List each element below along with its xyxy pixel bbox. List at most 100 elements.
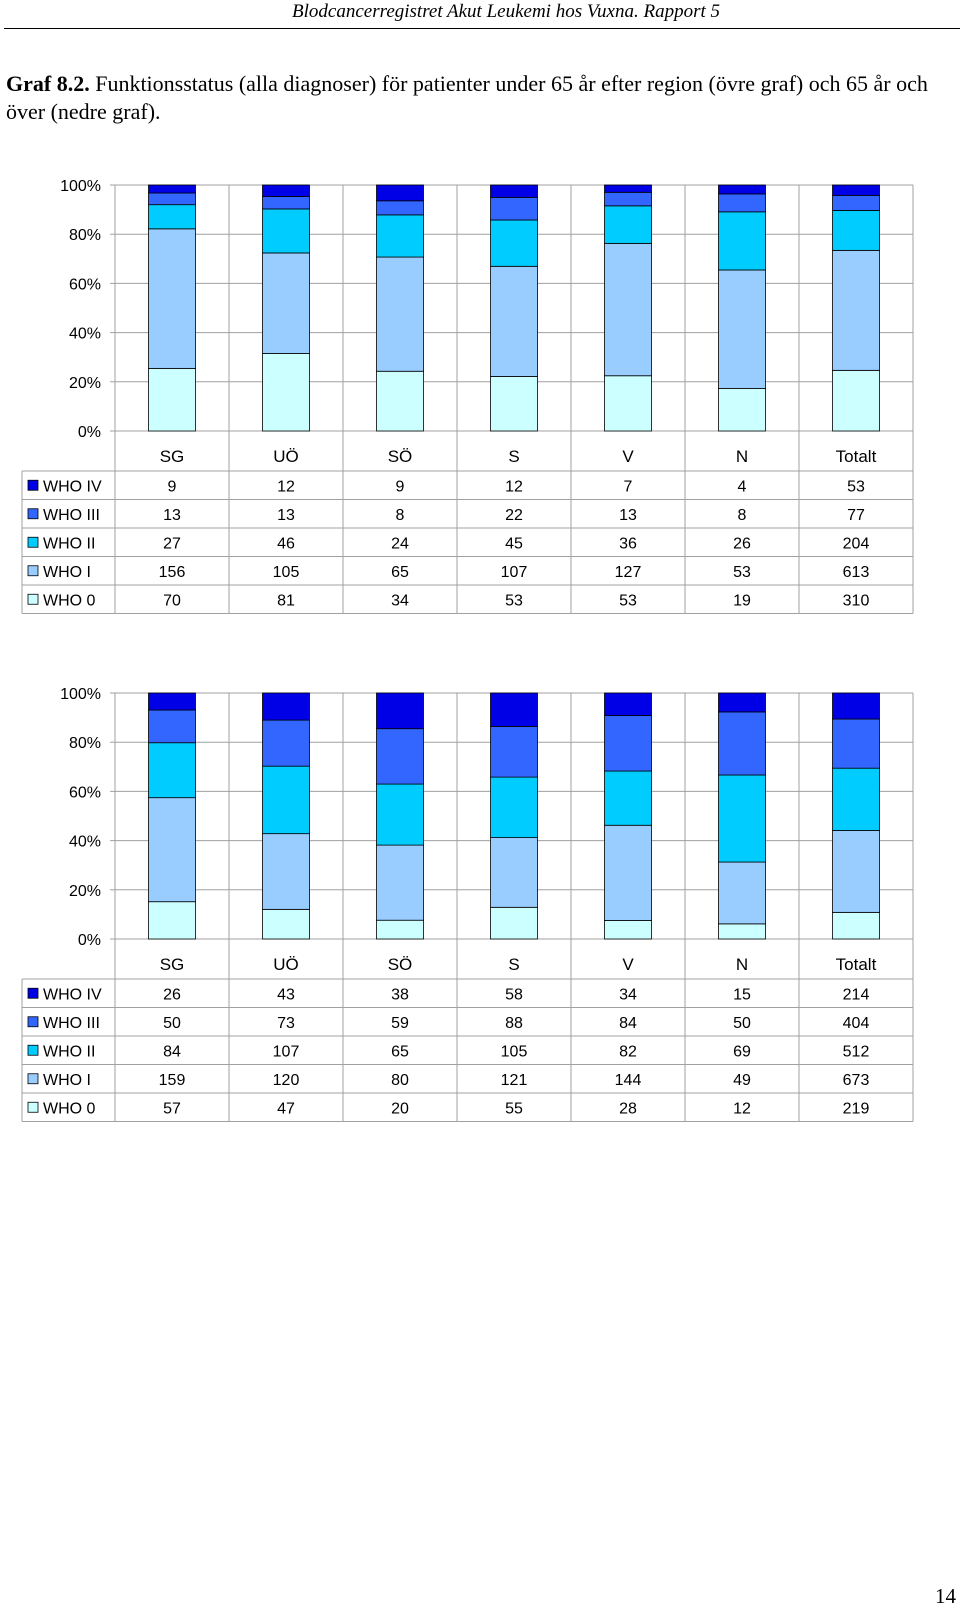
bar-segment [376, 184, 424, 202]
table-cell-value: 19 [733, 592, 751, 609]
legend-swatch [27, 1073, 39, 1085]
table-cell-value: 512 [843, 1043, 870, 1060]
bar-segment [148, 692, 196, 711]
category-label: N [736, 955, 748, 974]
category-label: SÖ [388, 955, 413, 974]
y-tick-label: 0% [78, 424, 101, 441]
legend-label: WHO I [43, 564, 91, 581]
table-cell-value: 204 [843, 535, 870, 552]
bar-segment [604, 770, 652, 826]
table-cell-value: 673 [843, 1072, 870, 1089]
bar-segment [376, 783, 424, 846]
legend-label: WHO IV [43, 478, 102, 495]
bar-segment [832, 911, 880, 940]
table-cell-value: 13 [277, 507, 295, 524]
table-cell-value: 55 [505, 1100, 523, 1117]
table-cell-value: 310 [843, 592, 870, 609]
bar-segment [490, 184, 538, 198]
bar-segment [832, 830, 880, 913]
table-cell-value: 81 [277, 592, 295, 609]
table-cell-value: 47 [277, 1100, 295, 1117]
legend-swatch [27, 479, 39, 491]
table-cell-value: 58 [505, 986, 523, 1003]
table-cell-value: 84 [163, 1043, 181, 1060]
category-label: Totalt [836, 447, 877, 466]
table-cell-value: 13 [619, 507, 637, 524]
table-cell-value: 107 [501, 564, 528, 581]
bar-segment [490, 219, 538, 267]
category-label: UÖ [273, 955, 299, 974]
bar-segment [718, 184, 766, 195]
y-tick-label: 80% [69, 227, 101, 244]
bar-segment [490, 906, 538, 940]
table-cell-value: 9 [168, 478, 177, 495]
bar-segment [376, 214, 424, 258]
bar-segment [490, 692, 538, 727]
category-label: N [736, 447, 748, 466]
bar-segment [832, 210, 880, 251]
bar-segment [832, 249, 880, 371]
bar-segment [148, 184, 196, 194]
bar-segment [718, 923, 766, 940]
table-cell-value: 120 [273, 1072, 300, 1089]
table-cell-value: 34 [619, 986, 637, 1003]
table-cell-value: 8 [396, 507, 405, 524]
table-cell-value: 26 [733, 535, 751, 552]
table-cell-value: 53 [619, 592, 637, 609]
table-cell-value: 45 [505, 535, 523, 552]
legend-swatch [27, 1101, 39, 1113]
table-cell-value: 20 [391, 1100, 409, 1117]
table-cell-value: 12 [277, 478, 295, 495]
bar-segment [604, 824, 652, 921]
bar-segment [490, 837, 538, 908]
table-cell-value: 13 [163, 507, 181, 524]
table-cell-value: 9 [396, 478, 405, 495]
table-cell-value: 84 [619, 1015, 637, 1032]
y-tick-label: 60% [69, 276, 101, 293]
bar-segment [718, 861, 766, 925]
table-cell-value: 34 [391, 592, 409, 609]
table-cell-value: 88 [505, 1015, 523, 1032]
bar-segment [832, 692, 880, 720]
bar-segment [376, 692, 424, 730]
table-cell-value: 404 [843, 1015, 870, 1032]
bar-segment [262, 833, 310, 910]
bar-segment [604, 692, 652, 716]
table-cell-value: 69 [733, 1043, 751, 1060]
table-cell-value: 65 [391, 564, 409, 581]
table-cell-value: 107 [273, 1043, 300, 1060]
header-rule [4, 28, 960, 29]
table-cell-value: 121 [501, 1072, 528, 1089]
bar-segment [718, 269, 766, 389]
bar-segment [376, 919, 424, 940]
legend-label: WHO II [43, 535, 95, 552]
table-cell-value: 15 [733, 986, 751, 1003]
chart-65-and-over: 0% 20% 40% 60% 80% 100% SG UÖ SÖ S V N Totalt WHO IV 2… [0, 0, 960, 1122]
bar-segment [262, 765, 310, 835]
table-cell-value: 82 [619, 1043, 637, 1060]
table-cell-value: 50 [733, 1015, 751, 1032]
table-cell-value: 12 [505, 478, 523, 495]
y-tick-label: 20% [69, 375, 101, 392]
table-cell-value: 105 [273, 564, 300, 581]
y-tick-label: 80% [69, 735, 101, 752]
category-label: V [622, 447, 634, 466]
legend-swatch [27, 536, 39, 548]
table-cell-value: 613 [843, 564, 870, 581]
bar-segment [262, 692, 310, 721]
bar-segment [490, 726, 538, 778]
chart-under-65: 0% 20% 40% 60% 80% 100% SG UÖ SÖ S V N Totalt WHO IV 9… [0, 0, 960, 614]
y-tick-label: 100% [60, 686, 101, 703]
table-cell-value: 80 [391, 1072, 409, 1089]
legend-label: WHO III [43, 1015, 100, 1032]
bar-segment [718, 711, 766, 776]
bar-segment [262, 719, 310, 767]
table-cell-value: 24 [391, 535, 409, 552]
bar-segment [832, 767, 880, 831]
chart-lower-svg: 0% 20% 40% 60% 80% 100% SG UÖ SÖ S V N Totalt WHO IV 2… [21, 686, 914, 1122]
category-label: S [508, 955, 519, 974]
legend-swatch [27, 1044, 39, 1056]
table-cell-value: 214 [843, 986, 870, 1003]
bar-segment [832, 718, 880, 769]
bar-segment [490, 776, 538, 839]
